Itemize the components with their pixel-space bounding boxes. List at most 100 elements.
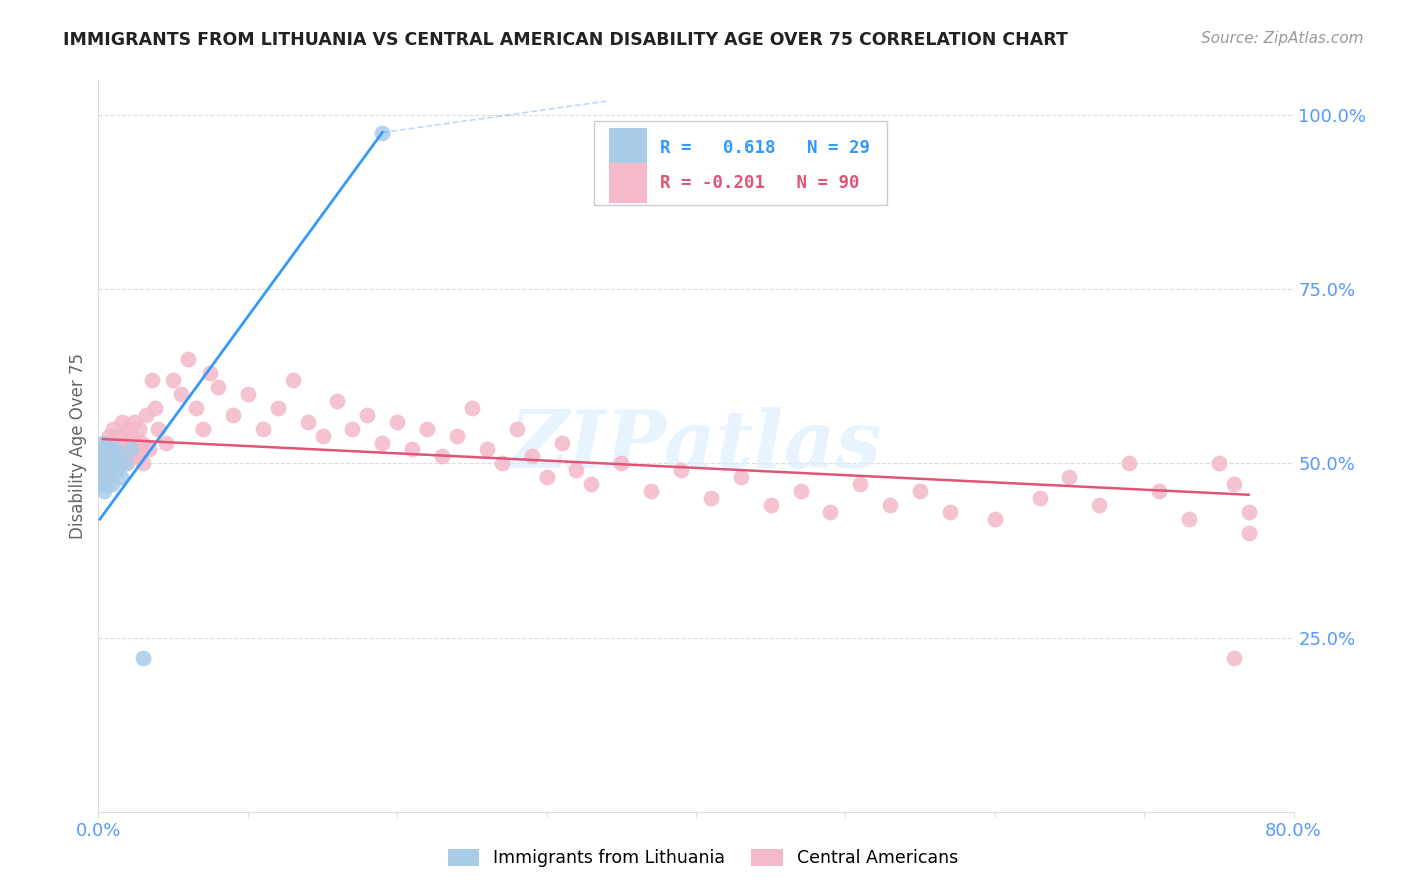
Point — [118, 442, 141, 457]
Text: ZIPatlas: ZIPatlas — [510, 408, 882, 484]
Point — [581, 477, 603, 491]
Point — [98, 457, 122, 471]
Point — [446, 428, 468, 442]
Point — [401, 442, 423, 457]
Point — [141, 373, 163, 387]
Bar — [609, 162, 647, 202]
Point — [104, 442, 127, 457]
Point — [730, 470, 752, 484]
Legend: Immigrants from Lithuania, Central Americans: Immigrants from Lithuania, Central Ameri… — [441, 842, 965, 874]
Point — [700, 491, 723, 506]
Point — [103, 457, 125, 471]
Point — [98, 442, 122, 457]
Point — [132, 651, 155, 665]
Point — [89, 450, 111, 464]
Point — [96, 457, 118, 471]
Point — [1088, 498, 1111, 512]
Point — [124, 415, 146, 429]
Point — [820, 505, 842, 519]
Point — [96, 477, 118, 491]
Point — [128, 421, 150, 435]
Point — [1118, 457, 1140, 471]
Point — [1237, 505, 1260, 519]
Point — [177, 351, 200, 366]
Point — [93, 457, 115, 471]
Point — [110, 442, 132, 457]
Point — [184, 401, 207, 415]
Point — [90, 477, 112, 491]
Point — [155, 435, 177, 450]
Point — [311, 428, 333, 442]
Point — [356, 408, 378, 422]
Point — [104, 450, 127, 464]
Point — [101, 477, 124, 491]
Point — [105, 435, 128, 450]
Point — [1028, 491, 1050, 506]
Point — [89, 463, 111, 477]
Point — [565, 463, 588, 477]
Point — [96, 450, 118, 464]
Point — [385, 415, 409, 429]
Point — [169, 386, 191, 401]
Point — [94, 463, 117, 477]
Point — [120, 428, 142, 442]
Point — [1147, 484, 1170, 499]
Point — [939, 505, 962, 519]
Point — [640, 484, 662, 499]
Point — [610, 457, 633, 471]
Point — [536, 470, 558, 484]
Point — [1237, 526, 1260, 541]
Point — [222, 408, 245, 422]
Point — [416, 421, 439, 435]
Point — [430, 450, 453, 464]
Point — [1178, 512, 1201, 526]
Point — [1208, 457, 1230, 471]
Point — [191, 421, 214, 435]
Text: IMMIGRANTS FROM LITHUANIA VS CENTRAL AMERICAN DISABILITY AGE OVER 75 CORRELATION: IMMIGRANTS FROM LITHUANIA VS CENTRAL AME… — [63, 31, 1069, 49]
Point — [550, 435, 572, 450]
Point — [491, 457, 513, 471]
Point — [879, 498, 901, 512]
Point — [120, 442, 142, 457]
Point — [131, 435, 153, 450]
Point — [200, 366, 222, 380]
Point — [117, 421, 139, 435]
Point — [90, 457, 112, 471]
Point — [267, 401, 290, 415]
Point — [115, 457, 138, 471]
Point — [127, 442, 149, 457]
Point — [94, 435, 117, 450]
Point — [148, 421, 170, 435]
Point — [138, 442, 160, 457]
Point — [103, 421, 125, 435]
Point — [98, 463, 122, 477]
Point — [281, 373, 304, 387]
Point — [112, 450, 135, 464]
Point — [110, 470, 132, 484]
Point — [93, 484, 115, 499]
Point — [91, 442, 114, 457]
Point — [297, 415, 319, 429]
Text: Source: ZipAtlas.com: Source: ZipAtlas.com — [1201, 31, 1364, 46]
Point — [97, 450, 120, 464]
Point — [759, 498, 782, 512]
Point — [143, 401, 166, 415]
Point — [107, 450, 129, 464]
Point — [125, 435, 148, 450]
FancyBboxPatch shape — [595, 120, 887, 204]
Point — [506, 421, 529, 435]
Point — [105, 463, 128, 477]
Point — [135, 408, 157, 422]
Point — [669, 463, 692, 477]
Point — [93, 457, 115, 471]
Bar — [609, 128, 647, 169]
Point — [371, 435, 394, 450]
Point — [132, 457, 155, 471]
Point — [475, 442, 498, 457]
Point — [90, 442, 112, 457]
Point — [101, 442, 124, 457]
Point — [326, 393, 349, 408]
Point — [111, 415, 134, 429]
Point — [162, 373, 184, 387]
Point — [520, 450, 543, 464]
